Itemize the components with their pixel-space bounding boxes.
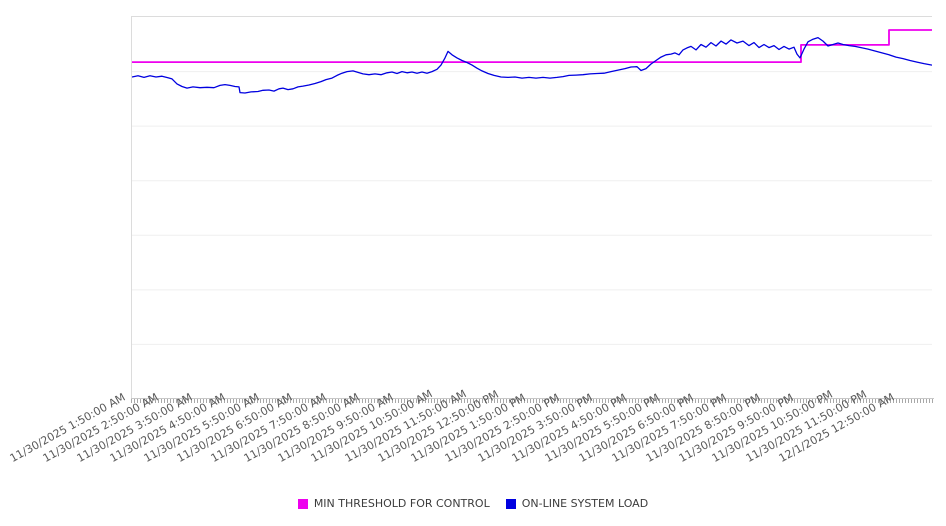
- legend-item-online-load[interactable]: ON-LINE SYSTEM LOAD: [505, 497, 649, 510]
- x-axis-line: [131, 398, 934, 404]
- legend-item-min-threshold[interactable]: MIN THRESHOLD FOR CONTROL: [297, 497, 490, 510]
- series-line-min-threshold-for-control: [132, 29, 932, 63]
- series-line-on-line-system-load: [132, 36, 932, 94]
- x-axis-tick-label: 11/30/2025 1:50:00 AM: [7, 390, 128, 465]
- plot-area: [131, 16, 932, 399]
- legend: MIN THRESHOLD FOR CONTROL ON-LINE SYSTEM…: [0, 497, 946, 510]
- legend-swatch-min-threshold-icon: [297, 498, 308, 509]
- plot-svg: [132, 29, 932, 345]
- legend-label-min-threshold: MIN THRESHOLD FOR CONTROL: [313, 497, 490, 510]
- legend-swatch-online-load-icon: [505, 498, 516, 509]
- legend-label-online-load: ON-LINE SYSTEM LOAD: [521, 497, 649, 510]
